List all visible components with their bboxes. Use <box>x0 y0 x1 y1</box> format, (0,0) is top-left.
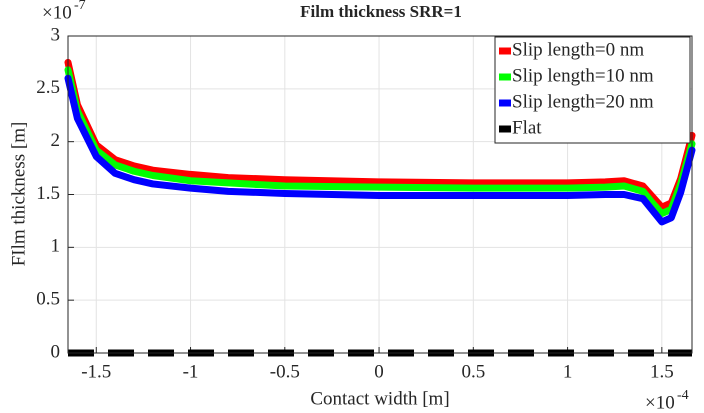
series-line <box>64 66 696 218</box>
x-axis-label: Contact width [m] <box>310 388 449 409</box>
legend-box <box>494 36 691 144</box>
chart-title: Film thickness SRR=1 <box>300 2 462 21</box>
x-tick-label: -0.5 <box>270 361 300 382</box>
legend-label: Slip length=0 nm <box>512 39 644 60</box>
plot-frame <box>67 35 693 354</box>
y-axis-label: FIlm thickness [m] <box>8 122 29 267</box>
series-line <box>64 74 696 226</box>
legend-label: Slip length=20 nm <box>512 91 654 112</box>
x-tick-label: 0.5 <box>461 361 485 382</box>
x-exponent-power: -4 <box>677 388 689 403</box>
x-tick-label: -1.5 <box>81 361 111 382</box>
y-tick-label: 0 <box>51 341 61 362</box>
y-exponent: ×10 <box>42 2 72 23</box>
x-tick-label: 1.5 <box>650 361 674 382</box>
y-tick-label: 2.5 <box>36 77 60 98</box>
y-exponent-power: -7 <box>74 0 86 13</box>
x-tick-label: 1 <box>563 361 573 382</box>
y-tick-label: 1 <box>51 236 61 257</box>
series-line <box>64 58 696 211</box>
y-tick-label: 1.5 <box>36 183 60 204</box>
legend-label: Slip length=10 nm <box>512 65 654 86</box>
legend-label: Flat <box>512 117 542 138</box>
y-tick-label: 0.5 <box>36 289 60 310</box>
y-tick-label: 2 <box>51 130 61 151</box>
legend: Slip length=0 nm Slip length=10 nm Slip le… <box>494 36 691 144</box>
x-exponent: ×10 <box>645 392 675 413</box>
x-tick-label: 0 <box>374 361 384 382</box>
y-tick-label: 3 <box>51 24 61 45</box>
x-tick-label: -1 <box>183 361 199 382</box>
